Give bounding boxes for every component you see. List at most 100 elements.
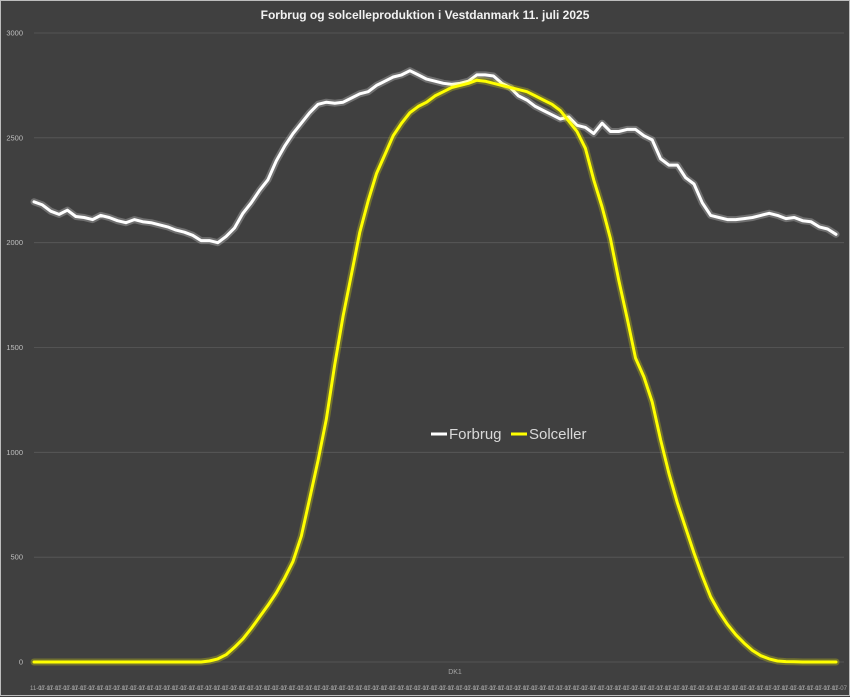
x-tick-label: 11-07: [398, 686, 414, 692]
x-tick-label: 11-07: [105, 686, 121, 692]
x-tick-label: 11-07: [790, 686, 806, 692]
x-tick-label: 11-07: [289, 686, 305, 692]
x-tick-label: 11-07: [765, 686, 781, 692]
x-tick-label: 11-07: [331, 686, 347, 692]
x-axis-ticks: 11-0711-0711-0711-0711-0711-0711-0711-07…: [30, 686, 848, 692]
y-tick-label: 0: [19, 658, 23, 667]
x-tick-label: 11-07: [581, 686, 597, 692]
x-tick-label: 11-07: [88, 686, 104, 692]
x-tick-label: 11-07: [515, 686, 531, 692]
x-tick-label: 11-07: [247, 686, 263, 692]
y-axis-ticks: 0 500 1000 1500 2000 2500 3000: [6, 29, 23, 667]
x-tick-label: 11-07: [306, 686, 322, 692]
x-tick-label: 11-07: [414, 686, 430, 692]
chart-title: Forbrug og solcelleproduktion i Vestdanm…: [260, 8, 590, 22]
x-tick-label: 11-07: [732, 686, 748, 692]
x-tick-label: 11-07: [590, 686, 606, 692]
x-tick-label: 11-07: [556, 686, 572, 692]
x-tick-label: 11-07: [506, 686, 522, 692]
x-tick-label: 11-07: [139, 686, 155, 692]
y-tick-label: 500: [10, 553, 23, 562]
x-tick-label: 11-07: [464, 686, 480, 692]
x-tick-label: 11-07: [606, 686, 622, 692]
x-tick-label: 11-07: [264, 686, 280, 692]
x-tick-label: 11-07: [239, 686, 255, 692]
x-tick-label: 11-07: [389, 686, 405, 692]
x-tick-label: 11-07: [114, 686, 130, 692]
legend-label-forbrug: Forbrug: [449, 426, 502, 443]
x-tick-label: 11-07: [72, 686, 88, 692]
x-tick-label: 11-07: [314, 686, 330, 692]
x-tick-label: 11-07: [657, 686, 673, 692]
x-tick-label: 11-07: [322, 686, 338, 692]
x-tick-label: 11-07: [448, 686, 464, 692]
x-tick-label: 11-07: [339, 686, 355, 692]
x-tick-label: 11-07: [707, 686, 723, 692]
x-tick-label: 11-07: [531, 686, 547, 692]
x-tick-label: 11-07: [774, 686, 790, 692]
x-tick-label: 11-07: [740, 686, 756, 692]
x-tick-label: 11-07: [824, 686, 840, 692]
y-tick-label: 3000: [6, 29, 23, 38]
x-tick-label: 11-07: [757, 686, 773, 692]
x-tick-label: 11-07: [799, 686, 815, 692]
x-tick-label: 11-07: [682, 686, 698, 692]
x-tick-label: 11-07: [648, 686, 664, 692]
x-tick-label: 11-07: [364, 686, 380, 692]
x-tick-label: 11-07: [665, 686, 681, 692]
series-lines: [30, 67, 840, 666]
y-tick-label: 2500: [6, 133, 23, 142]
x-tick-label: 11-07: [356, 686, 372, 692]
x-tick-label: 11-07: [38, 686, 54, 692]
x-tick-label: 11-07: [489, 686, 505, 692]
x-tick-label: 11-07: [214, 686, 230, 692]
x-tick-label: 11-07: [439, 686, 455, 692]
x-tick-label: 11-07: [30, 686, 46, 692]
x-tick-label: 11-07: [155, 686, 171, 692]
x-tick-label: 11-07: [381, 686, 397, 692]
x-tick-label: 11-07: [615, 686, 631, 692]
x-tick-label: 11-07: [815, 686, 831, 692]
x-tick-label: 11-07: [130, 686, 146, 692]
x-tick-label: 11-07: [573, 686, 589, 692]
x-tick-label: 11-07: [373, 686, 389, 692]
x-tick-label: 11-07: [673, 686, 689, 692]
x-tick-label: 11-07: [80, 686, 96, 692]
x-tick-label: 11-07: [222, 686, 238, 692]
x-tick-label: 11-07: [172, 686, 188, 692]
x-tick-label: 11-07: [473, 686, 489, 692]
x-tick-label: 11-07: [97, 686, 113, 692]
x-tick-label: 11-07: [456, 686, 472, 692]
series-glow-1: [30, 76, 840, 666]
x-tick-label: 11-07: [256, 686, 272, 692]
x-tick-label: 11-07: [47, 686, 63, 692]
x-tick-label: 11-07: [598, 686, 614, 692]
x-tick-label: 11-07: [723, 686, 739, 692]
x-tick-label: 11-07: [164, 686, 180, 692]
legend-label-solceller: Solceller: [529, 426, 587, 443]
x-tick-label: 11-07: [481, 686, 497, 692]
x-axis-title: DK1: [448, 669, 462, 676]
y-tick-label: 1500: [6, 343, 23, 352]
x-tick-label: 11-07: [406, 686, 422, 692]
x-tick-label: 11-07: [623, 686, 639, 692]
series-line-solceller: [32, 78, 838, 664]
x-tick-label: 11-07: [122, 686, 138, 692]
x-tick-label: 11-07: [205, 686, 221, 692]
x-tick-label: 11-07: [807, 686, 823, 692]
x-tick-label: 11-07: [832, 686, 848, 692]
x-tick-label: 11-07: [540, 686, 556, 692]
x-tick-label: 11-07: [297, 686, 313, 692]
gridlines: [34, 32, 844, 663]
x-tick-label: 11-07: [272, 686, 288, 692]
x-tick-label: 11-07: [431, 686, 447, 692]
legend: Forbrug Solceller: [431, 426, 587, 443]
x-tick-label: 11-07: [231, 686, 247, 692]
x-tick-label: 11-07: [147, 686, 163, 692]
x-tick-label: 11-07: [782, 686, 798, 692]
x-tick-label: 11-07: [565, 686, 581, 692]
y-tick-label: 1000: [6, 448, 23, 457]
x-tick-label: 11-07: [281, 686, 297, 692]
